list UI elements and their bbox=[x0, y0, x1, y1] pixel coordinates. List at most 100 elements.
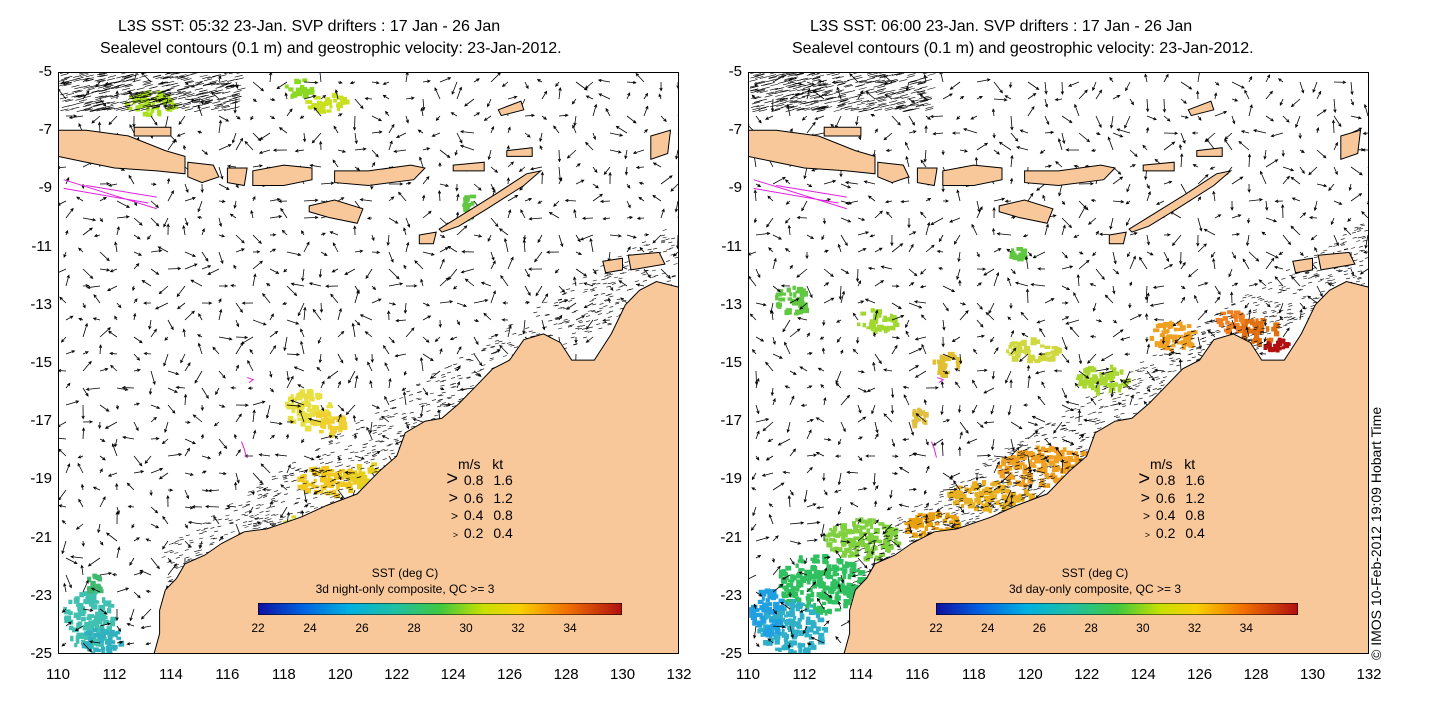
x-tick-label: 110 bbox=[46, 666, 70, 683]
x-tick-label: 118 bbox=[961, 666, 986, 683]
sumbawa-land bbox=[252, 164, 313, 186]
legend-kt-header: kt bbox=[1184, 456, 1196, 472]
legend-ms-header: m/s bbox=[458, 456, 481, 472]
legend-kt-value: 0.4 bbox=[1185, 524, 1205, 541]
y-tick-label: -9 bbox=[728, 179, 742, 197]
tanimbar-land bbox=[1340, 129, 1362, 161]
y-tick-label: -9 bbox=[38, 179, 52, 197]
legend-ms-value: 0.6 bbox=[1152, 489, 1176, 506]
colorbar-tick-label: 34 bbox=[1239, 621, 1253, 635]
velocity-legend-row: > 0.8 1.6 bbox=[434, 468, 513, 490]
y-tick-label: -15 bbox=[30, 354, 52, 371]
y-tick-label: -23 bbox=[30, 586, 52, 604]
velocity-legend-row: > 0.2 0.4 bbox=[434, 525, 513, 542]
legend-kt-value: 0.4 bbox=[493, 524, 513, 541]
velocity-legend-header: m/s kt bbox=[1150, 456, 1195, 472]
x-tick-label: 126 bbox=[497, 666, 523, 683]
x-tick-label: 122 bbox=[1074, 666, 1100, 683]
x-tick-label: 124 bbox=[1130, 666, 1156, 683]
colorbar-tick-label: 28 bbox=[407, 621, 421, 635]
sst-colorbar bbox=[258, 603, 622, 615]
land-masses bbox=[58, 100, 679, 654]
colorbar-tick-label: 28 bbox=[1084, 621, 1098, 635]
flores-land bbox=[334, 164, 426, 187]
velocity-legend-row: > 0.6 1.2 bbox=[1126, 489, 1205, 507]
legend-kt-value: 0.8 bbox=[493, 507, 513, 523]
y-tick-label: -7 bbox=[38, 121, 52, 139]
lombok-land bbox=[226, 167, 248, 187]
small-island-land bbox=[1187, 100, 1215, 117]
legend-arrow-icon: > bbox=[452, 529, 458, 540]
legend-kt-value: 1.2 bbox=[493, 489, 513, 506]
x-tick-label: 114 bbox=[848, 666, 873, 683]
legend-arrow-icon: > bbox=[446, 468, 458, 490]
sumba-land bbox=[998, 199, 1054, 224]
rote-land bbox=[418, 231, 437, 245]
legend-ms-value: 0.2 bbox=[460, 524, 484, 541]
y-tick-label: -21 bbox=[720, 528, 742, 546]
legend-kt-value: 1.6 bbox=[1185, 472, 1205, 488]
x-tick-label: 112 bbox=[792, 666, 817, 683]
y-tick-label: -19 bbox=[30, 470, 52, 488]
y-tick-label: -15 bbox=[720, 354, 742, 371]
x-tick-label: 114 bbox=[158, 666, 183, 683]
colorbar-tick-label: 30 bbox=[459, 621, 473, 635]
legend-arrow-icon: > bbox=[450, 509, 458, 523]
velocity-legend-row: > 0.6 1.2 bbox=[434, 489, 513, 507]
y-tick-label: -5 bbox=[38, 63, 52, 80]
legend-ms-value: 0.4 bbox=[460, 507, 484, 523]
sst-patch bbox=[1237, 318, 1280, 347]
legend-arrow-icon: > bbox=[1142, 509, 1150, 523]
sst-patch bbox=[1215, 310, 1245, 335]
x-tick-label: 112 bbox=[102, 666, 127, 683]
tanimbar-land bbox=[650, 129, 672, 161]
legend-ms-value: 0.4 bbox=[1152, 507, 1176, 523]
x-tick-label: 132 bbox=[1356, 666, 1382, 683]
y-tick-label: -13 bbox=[720, 295, 742, 313]
sst-patch bbox=[81, 627, 125, 654]
alor-land bbox=[452, 161, 485, 172]
velocity-legend-row: > 0.2 0.4 bbox=[1126, 525, 1205, 542]
colorbar-tick-label: 26 bbox=[1032, 621, 1047, 635]
sumba-land bbox=[308, 199, 364, 224]
sst-patch bbox=[284, 78, 315, 99]
bali-land bbox=[877, 161, 910, 184]
sst-patch bbox=[1076, 364, 1132, 396]
legend-ms-header: m/s bbox=[1150, 456, 1173, 472]
colorbar-tick-label: 24 bbox=[303, 621, 317, 635]
legend-kt-value: 1.2 bbox=[1185, 489, 1205, 506]
colorbar-tick-label: 26 bbox=[355, 621, 369, 635]
rote-land bbox=[1108, 231, 1127, 245]
sst-subtitle: 3d day-only composite, QC >= 3 bbox=[1008, 582, 1182, 596]
madura-land bbox=[133, 126, 172, 137]
sst-patch bbox=[775, 285, 809, 316]
tiwi-land bbox=[627, 251, 666, 271]
sst-title: SST (deg C) bbox=[371, 566, 439, 580]
x-tick-label: 124 bbox=[440, 666, 466, 683]
x-tick-label: 122 bbox=[384, 666, 410, 683]
y-tick-label: -19 bbox=[720, 470, 742, 488]
legend-ms-value: 0.8 bbox=[1152, 472, 1176, 488]
colorbar-tick-label: 34 bbox=[563, 621, 577, 635]
drifter-tracks bbox=[63, 179, 255, 458]
sumbawa-land bbox=[942, 164, 1003, 186]
sst-patch bbox=[1149, 320, 1198, 354]
legend-kt-header: kt bbox=[492, 456, 504, 472]
timor-land bbox=[1128, 170, 1233, 233]
legend-arrow-icon: > bbox=[1138, 468, 1150, 490]
colorbar-tick-label: 32 bbox=[1187, 621, 1202, 635]
x-tick-label: 120 bbox=[1017, 666, 1043, 683]
sst-patch bbox=[1263, 337, 1291, 353]
x-tick-label: 118 bbox=[271, 666, 296, 683]
madura-land bbox=[823, 126, 862, 137]
y-tick-label: -23 bbox=[720, 586, 742, 604]
legend-ms-value: 0.8 bbox=[460, 472, 484, 488]
colorbar-tick-label: 22 bbox=[251, 621, 265, 635]
legend-kt-value: 0.8 bbox=[1185, 507, 1205, 523]
panel-title-line2: Sealevel contours (0.1 m) and geostrophi… bbox=[100, 40, 562, 57]
flores-land bbox=[1024, 164, 1116, 187]
velocity-legend-row: > 0.4 0.8 bbox=[1126, 507, 1205, 523]
bathurst-land bbox=[1292, 257, 1313, 274]
sst-patch bbox=[932, 351, 962, 378]
colorbar-tick-label: 22 bbox=[929, 621, 943, 635]
